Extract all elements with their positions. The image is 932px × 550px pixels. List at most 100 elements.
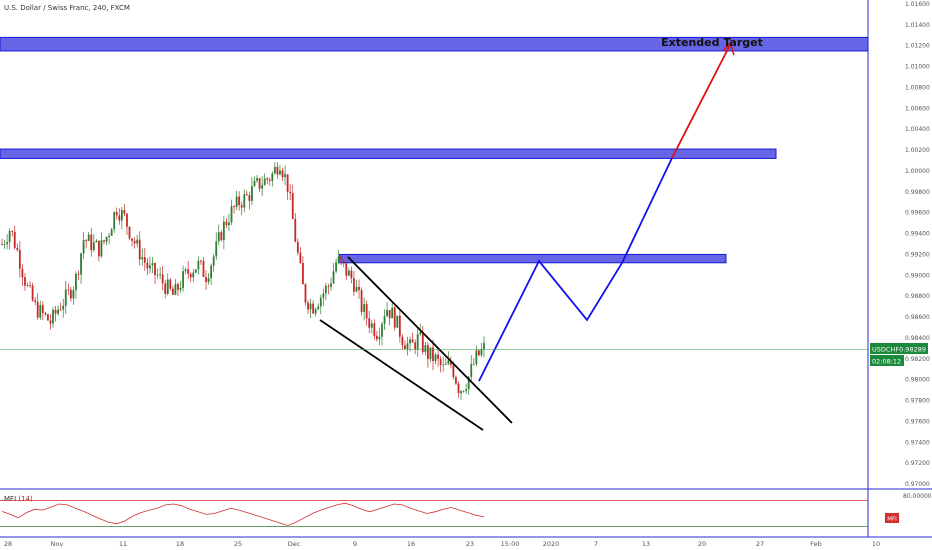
candle-body [36,301,39,318]
candle-body [442,364,445,366]
candle-body [41,305,44,313]
x-tick-label: 27 [756,540,764,548]
candle-body [467,376,470,390]
mfi-line [1,502,485,526]
candle-body [64,289,67,306]
candle-body [217,232,220,242]
candle-body [251,186,253,201]
candle-body [52,309,54,324]
candle-body [154,263,156,276]
candle-body [128,226,131,239]
candle-body [266,178,269,180]
candle-body [80,253,82,275]
candle-body [358,286,360,291]
candle-body [123,210,126,214]
candle-body [286,174,289,192]
resistance-zone [338,253,727,264]
projection-path [478,41,735,382]
candle-body [225,221,228,226]
candle-body [24,277,26,286]
candle-body [59,309,62,311]
candle-body [404,345,406,349]
y-tick-label: 0.99800 [905,189,930,196]
candle-body [146,262,149,269]
candle-body [143,257,146,263]
candle-body [460,391,462,394]
candle-body [194,269,197,273]
candle-body [82,240,85,254]
candle-body [381,324,383,337]
candle-body [383,316,386,325]
candle-body [136,239,139,244]
candle-body [340,256,343,261]
candle-body [207,278,210,283]
y-tick-label: 1.00000 [905,168,930,175]
supply-zones [0,36,869,264]
candle-body [268,179,271,181]
y-tick-label: 0.98200 [905,356,930,363]
candle-body [118,215,121,221]
candle-body [77,273,80,275]
candle-body [75,273,77,290]
y-tick-label: 0.98000 [905,377,930,384]
mfi-tag: MFI [887,517,897,523]
candle-body [177,283,179,290]
x-tick-label: 25 [234,540,242,548]
candle-body [391,307,394,319]
candle-body [253,180,256,187]
candle-body [342,260,345,264]
x-tick-label: 18 [176,540,184,548]
y-tick-label: 0.97400 [905,439,930,446]
x-tick-label: 10 [872,540,880,548]
candle-body [159,274,162,276]
candle-body [230,206,233,223]
candle-body [483,342,485,350]
candle-body [429,347,432,359]
candle-body [419,332,422,335]
candle-body [87,234,90,241]
candle-body [18,249,21,269]
candle-body [34,300,37,302]
candle-body [256,178,258,181]
candle-body [69,289,72,299]
candle-body [477,350,480,356]
candle-body [220,232,223,241]
candle-body [281,170,284,178]
candle-body [294,218,297,242]
candle-body [350,270,353,279]
wedge-lower-line [319,319,484,431]
candle-body [197,260,200,270]
y-tick-label: 1.00800 [905,84,930,91]
candle-body [258,178,261,189]
candle-body [470,364,473,377]
candle-body [273,166,276,174]
mfi-level-label: 80.00000 [903,493,932,500]
candle-body [212,256,215,266]
x-tick-label: 9 [353,540,357,548]
candle-body [398,315,401,337]
candle-body [228,222,230,226]
candle-body [126,213,128,227]
candle-body [182,271,184,288]
candle-body [375,335,378,340]
y-tick-label: 1.01000 [905,64,930,71]
x-tick-label: 20 [698,540,706,548]
x-tick-label: Dec [288,540,301,548]
y-tick-label: 0.97000 [905,481,930,488]
candle-body [151,263,154,266]
candle-body [291,193,294,219]
y-tick-label: 0.98800 [905,293,930,300]
candle-body [210,265,213,279]
candle-body [179,287,182,290]
resistance-zone [0,148,777,159]
wedge-upper-line [347,256,513,424]
candle-body [16,247,19,250]
y-tick-label: 0.99600 [905,210,930,217]
countdown-tag: 02:08:12 [872,358,901,366]
candle-body [166,279,169,294]
candle-body [378,336,381,340]
candle-body [67,289,70,291]
candle-body [447,360,450,365]
